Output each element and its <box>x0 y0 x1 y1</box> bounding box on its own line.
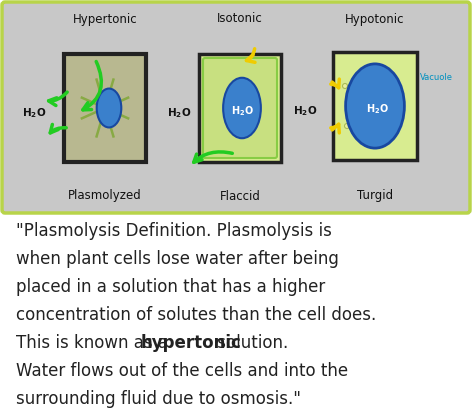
Ellipse shape <box>345 123 349 128</box>
Text: $\mathbf{H_2O}$: $\mathbf{H_2O}$ <box>293 104 317 118</box>
Ellipse shape <box>367 133 373 138</box>
Ellipse shape <box>346 64 404 148</box>
Text: Water flows out of the cells and into the: Water flows out of the cells and into th… <box>16 362 348 380</box>
FancyBboxPatch shape <box>203 58 277 158</box>
FancyBboxPatch shape <box>199 54 281 162</box>
Ellipse shape <box>97 89 121 127</box>
Text: solution.: solution. <box>212 334 289 352</box>
Text: This is known as a: This is known as a <box>16 334 173 352</box>
Text: Flaccid: Flaccid <box>219 189 260 202</box>
Text: $\mathbf{H_2O}$: $\mathbf{H_2O}$ <box>167 106 191 120</box>
FancyBboxPatch shape <box>64 54 146 162</box>
Text: concentration of solutes than the cell does.: concentration of solutes than the cell d… <box>16 306 376 324</box>
Ellipse shape <box>367 76 373 81</box>
FancyBboxPatch shape <box>333 52 417 160</box>
FancyBboxPatch shape <box>2 2 470 213</box>
Text: Turgid: Turgid <box>357 189 393 202</box>
Text: "Plasmolysis Definition. Plasmolysis is: "Plasmolysis Definition. Plasmolysis is <box>16 222 332 240</box>
Text: Plasmolyzed: Plasmolyzed <box>68 189 142 202</box>
Text: placed in a solution that has a higher: placed in a solution that has a higher <box>16 278 325 296</box>
Text: Isotonic: Isotonic <box>217 13 263 25</box>
Text: $\mathbf{H_2O}$: $\mathbf{H_2O}$ <box>231 104 255 118</box>
Text: $\mathbf{H_2O}$: $\mathbf{H_2O}$ <box>22 106 46 120</box>
Text: surrounding fluid due to osmosis.": surrounding fluid due to osmosis." <box>16 390 301 408</box>
Text: Hypotonic: Hypotonic <box>345 13 405 25</box>
Ellipse shape <box>343 84 347 89</box>
Text: $\mathbf{H_2O}$: $\mathbf{H_2O}$ <box>366 102 390 116</box>
Text: hypertonic: hypertonic <box>140 334 241 352</box>
Text: Hypertonic: Hypertonic <box>73 13 137 25</box>
Text: when plant cells lose water after being: when plant cells lose water after being <box>16 250 339 268</box>
Text: Vacuole: Vacuole <box>420 74 453 82</box>
Ellipse shape <box>223 78 261 138</box>
